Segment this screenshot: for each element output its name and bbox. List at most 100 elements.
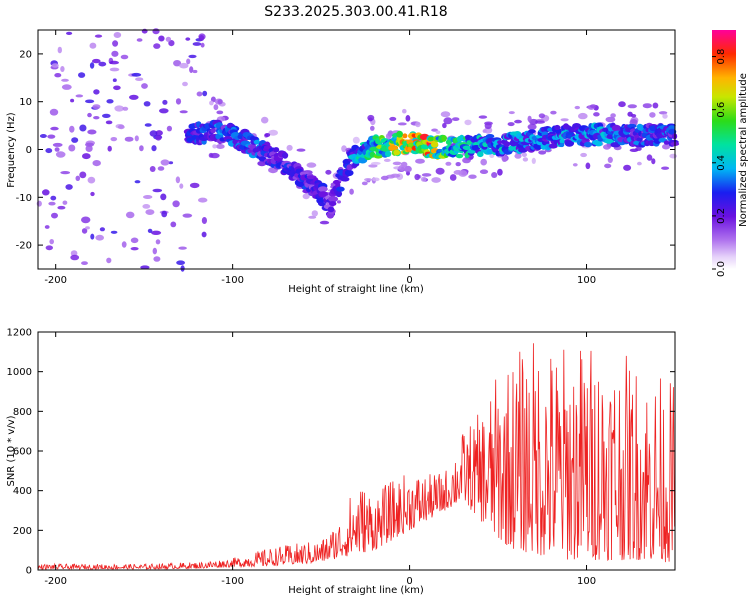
spectrogram-ridge-blob (318, 186, 328, 192)
spectrogram-noise-blob (325, 170, 331, 175)
spectrogram-noise-blob (610, 113, 616, 118)
spectrogram-ridge-blob (273, 147, 279, 152)
spectrogram-noise-blob (450, 174, 457, 181)
spectrogram-noise-blob (131, 238, 139, 244)
spectrogram-noise-blob (148, 229, 153, 233)
spectrogram-noise-blob (186, 59, 190, 65)
spectrogram-noise-blob (126, 212, 135, 219)
spectrogram-noise-blob (176, 260, 185, 265)
spectrogram-noise-blob (121, 55, 129, 60)
spectrogram-noise-blob (90, 192, 94, 196)
spectrogram-noise-blob (88, 177, 96, 184)
spectrogram-noise-blob (90, 234, 94, 240)
spectrogram-noise-blob (109, 61, 119, 65)
spectrogram-noise-blob (81, 261, 88, 265)
colorbar-label: Normalized spectral amplitude (738, 73, 749, 227)
spectrogram-noise-blob (623, 165, 631, 171)
spectrogram-noise-blob (264, 133, 270, 137)
spectrogram-noise-blob (122, 241, 127, 247)
spectrogram-noise-blob (662, 114, 667, 119)
spectrogram-noise-blob (125, 137, 134, 142)
spectrogram-noise-blob (167, 126, 172, 132)
spectrogram-noise-blob (46, 245, 53, 250)
spectrogram-noise-blob (178, 247, 187, 250)
spectrogram-noise-blob (415, 122, 421, 127)
spectrogram-y-label: Frequency (Hz) (6, 112, 17, 188)
spectrogram-noise-blob (214, 104, 219, 110)
spectrogram-noise-blob (60, 171, 70, 174)
spectrogram-x-tick-label: -100 (221, 275, 244, 286)
snr-y-tick-label: 1000 (7, 367, 32, 378)
spectrogram-noise-blob (452, 117, 459, 121)
spectrogram-noise-blob (312, 210, 318, 216)
spectrogram-noise-blob (76, 94, 84, 97)
spectrogram-noise-blob (441, 111, 451, 117)
spectrogram-noise-blob (176, 176, 180, 183)
spectrogram-ridge-blob (396, 131, 403, 138)
spectrogram-noise-blob (170, 222, 176, 228)
spectrogram-noise-blob (528, 116, 532, 122)
spectrogram-noise-blob (637, 162, 642, 166)
spectrogram-noise-blob (176, 98, 181, 104)
colorbar-tick-label: 0.8 (716, 49, 727, 65)
spectrogram-noise-blob (603, 144, 611, 149)
spectrogram-noise-blob (590, 104, 596, 108)
spectrogram-noise-blob (143, 195, 152, 199)
spectrogram-noise-blob (508, 122, 515, 126)
spectrogram-noise-blob (172, 200, 179, 207)
spectrogram-noise-blob (381, 176, 389, 180)
spectrogram-noise-blob (70, 255, 79, 261)
spectrogram-noise-blob (485, 123, 492, 130)
spectrogram-noise-blob (371, 162, 381, 165)
spectrogram-noise-blob (604, 164, 611, 169)
spectrogram-noise-blob (618, 101, 626, 107)
spectrogram-ridge-blob (559, 143, 564, 147)
spectrogram-noise-blob (573, 163, 578, 166)
spectrogram-noise-blob (153, 256, 160, 262)
spectrogram-noise-blob (113, 78, 117, 82)
spectrogram-noise-blob (131, 73, 141, 77)
spectrogram-noise-blob (422, 173, 432, 177)
spectrogram-noise-blob (497, 169, 503, 176)
spectrogram-ridge-blob (345, 170, 354, 176)
spectrogram-noise-blob (37, 201, 42, 207)
spectrogram-noise-blob (532, 158, 536, 164)
spectrogram-noise-blob (669, 154, 677, 159)
spectrogram-noise-blob (160, 194, 166, 201)
spectrogram-ridge-blob (402, 133, 407, 138)
spectrogram-noise-blob (60, 66, 64, 72)
spectrogram-noise-blob (443, 117, 452, 124)
spectrogram-noise-blob (216, 144, 225, 149)
spectrogram-noise-blob (643, 103, 652, 108)
spectrogram-noise-blob (56, 151, 66, 157)
spectrogram-noise-blob (81, 217, 90, 224)
spectrogram-noise-blob (390, 174, 400, 178)
spectrogram-noise-blob (55, 147, 60, 152)
spectrogram-noise-blob (297, 149, 306, 152)
spectrogram-noise-blob (349, 189, 354, 195)
spectrogram-y-tick-label: 10 (19, 97, 32, 108)
spectrogram-noise-blob (54, 73, 61, 77)
spectrogram-noise-blob (402, 109, 407, 114)
spectrogram-noise-blob (118, 125, 125, 129)
spectrogram-noise-blob (216, 111, 223, 115)
spectrogram-noise-blob (183, 214, 193, 218)
snr-y-tick-label: 1200 (7, 328, 32, 339)
spectrogram-noise-blob (49, 239, 54, 244)
spectrogram-noise-blob (93, 89, 99, 94)
spectrogram-noise-blob (70, 99, 74, 103)
spectrogram-noise-blob (538, 150, 546, 154)
spectrogram-noise-blob (87, 130, 96, 135)
spectrogram-noise-blob (112, 40, 118, 46)
spectrogram-noise-blob (436, 168, 445, 175)
spectrogram-noise-blob (539, 113, 545, 118)
spectrogram-noise-blob (155, 135, 161, 140)
spectrogram-noise-blob (462, 158, 471, 164)
colorbar-tick-label: 0.6 (716, 102, 727, 118)
spectrogram-noise-blob (414, 174, 420, 180)
spectrogram-noise-blob (528, 124, 537, 130)
spectrogram-ridge-blob (341, 177, 349, 182)
spectrogram-noise-blob (372, 178, 380, 182)
colorbar-gradient (712, 30, 736, 269)
spectrogram-noise-blob (111, 231, 118, 234)
